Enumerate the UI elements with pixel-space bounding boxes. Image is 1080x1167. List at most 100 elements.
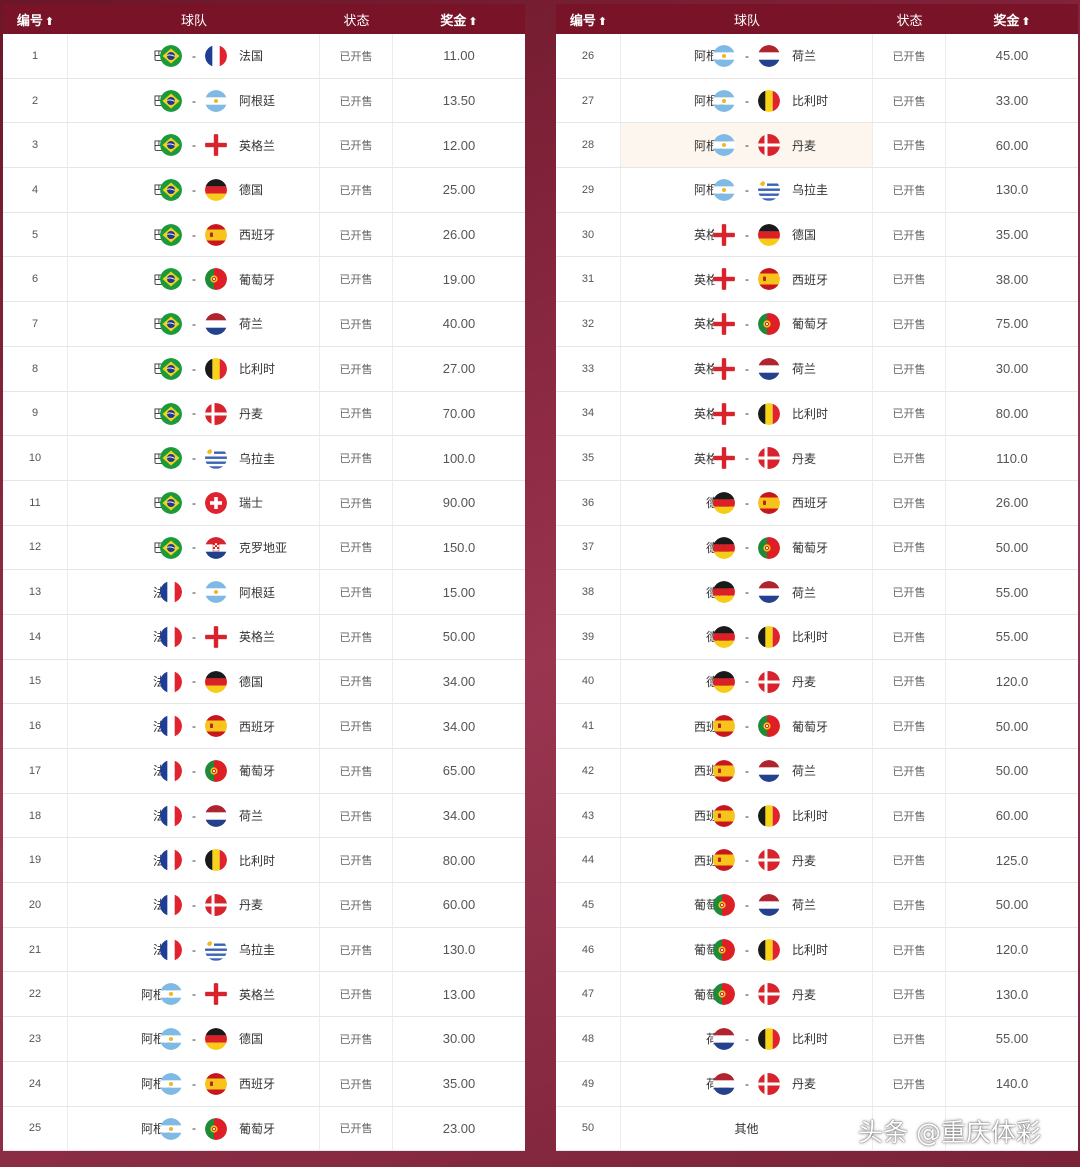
- table-row[interactable]: 47 葡萄牙 - 丹麦 已开售 130.0: [556, 972, 1078, 1018]
- versus-dash: -: [745, 138, 749, 153]
- table-row[interactable]: 33 英格兰 - 荷兰 已开售 30.00: [556, 346, 1078, 392]
- team-away: 葡萄牙: [792, 540, 829, 555]
- table-row[interactable]: 46 葡萄牙 - 比利时 已开售 120.0: [556, 927, 1078, 973]
- table-row[interactable]: 44 西班牙 - 丹麦 已开售 125.0: [556, 838, 1078, 884]
- table-row[interactable]: 30 英格兰 - 德国 已开售 35.00: [556, 212, 1078, 258]
- versus-dash: -: [192, 942, 196, 957]
- table-row[interactable]: 28 阿根廷 - 丹麦 已开售 60.00: [556, 123, 1078, 169]
- cell-status: 已开售: [873, 257, 946, 302]
- netherlands-flag-icon: [205, 313, 227, 336]
- sort-up-icon[interactable]: ⬆: [597, 15, 608, 28]
- cell-status: 已开售: [320, 436, 393, 480]
- argentina-flag-icon: [160, 1028, 182, 1051]
- versus-dash: -: [192, 495, 196, 510]
- team-away: 德国: [792, 228, 817, 243]
- column-header-prize[interactable]: 奖金 ⬆: [393, 10, 525, 29]
- sort-up-icon[interactable]: ⬆: [44, 15, 55, 28]
- versus-dash: -: [745, 987, 749, 1002]
- cell-prize: 19.00: [442, 271, 476, 287]
- table-row[interactable]: 43 西班牙 - 比利时 已开售 60.00: [556, 793, 1078, 839]
- table-row[interactable]: 34 英格兰 - 比利时 已开售 80.00: [556, 391, 1078, 437]
- table-row[interactable]: 35 英格兰 - 丹麦 已开售 110.0: [556, 436, 1078, 481]
- cell-status: 已开售: [873, 659, 946, 704]
- cell-status: 已开售: [873, 704, 946, 748]
- column-header-number[interactable]: 编号 ⬆: [3, 10, 68, 29]
- cell-prize: 125.0: [995, 852, 1029, 868]
- table-row[interactable]: 45 葡萄牙 - 荷兰 已开售 50.00: [556, 883, 1078, 928]
- sort-up-icon[interactable]: ⬆: [1021, 15, 1031, 28]
- table-row[interactable]: 27 阿根廷 - 比利时 已开售 33.00: [556, 78, 1078, 124]
- table-row[interactable]: 50 其他: [556, 1106, 1078, 1152]
- cell-team: 法国-比利时: [68, 838, 320, 883]
- cell-status: 已开售: [320, 480, 393, 525]
- table-row[interactable]: 29 阿根廷 - 乌拉圭 已开售 130.0: [556, 168, 1078, 213]
- cell-number: 16: [3, 704, 68, 748]
- germany-flag-icon: [713, 536, 735, 559]
- table-row[interactable]: 26 阿根廷 - 荷兰 已开售 45.00: [556, 34, 1078, 79]
- argentina-flag-icon: [160, 1072, 182, 1095]
- cell-status: [873, 1106, 946, 1151]
- versus-dash: -: [192, 138, 196, 153]
- france-flag-icon: [160, 670, 182, 693]
- table-row[interactable]: 23 阿根廷 - 德国 已开售 30.00: [3, 1017, 525, 1062]
- versus-dash: -: [745, 808, 749, 823]
- table-row[interactable]: 32 英格兰 - 葡萄牙 已开售 75.00: [556, 302, 1078, 347]
- cell-team: 西班牙 - 比利时: [621, 793, 873, 838]
- team-away: 克罗地亚: [239, 540, 288, 555]
- netherlands-flag-icon: [758, 357, 780, 380]
- table-row[interactable]: 31 英格兰 - 西班牙 已开售 38.00: [556, 257, 1078, 303]
- cell-number: 1: [3, 34, 68, 78]
- column-header-status: 状态: [896, 12, 923, 28]
- portugal-flag-icon: [758, 715, 780, 738]
- cell-status: 已开售: [873, 168, 946, 212]
- cell-number: 8: [3, 346, 68, 391]
- table-row[interactable]: 42 西班牙 - 荷兰 已开售 50.00: [556, 749, 1078, 794]
- column-header-number[interactable]: 编号 ⬆: [556, 10, 621, 29]
- cell-number: 48: [556, 1017, 621, 1061]
- argentina-flag-icon: [713, 89, 735, 112]
- team-away: 阿根廷: [239, 585, 276, 600]
- versus-dash: -: [192, 763, 196, 778]
- cell-team: 阿根廷 - 丹麦: [621, 123, 873, 168]
- versus-dash: -: [745, 719, 749, 734]
- netherlands-flag-icon: [758, 894, 780, 917]
- spain-flag-icon: [205, 1072, 227, 1095]
- cell-status: 已开售: [873, 391, 946, 436]
- table-row[interactable]: 41 西班牙 - 葡萄牙 已开售 50.00: [556, 704, 1078, 749]
- team-away: 西班牙: [239, 719, 276, 734]
- table-row[interactable]: 25 阿根廷 - 葡萄牙 已开售 23.00: [3, 1106, 525, 1152]
- column-header-prize[interactable]: 奖金 ⬆: [946, 10, 1078, 29]
- table-row[interactable]: 24 阿根廷 - 西班牙 已开售 35.00: [3, 1061, 525, 1107]
- cell-number: 43: [556, 793, 621, 838]
- sort-up-icon[interactable]: ⬆: [468, 15, 478, 28]
- table-row[interactable]: 22 阿根廷 - 英格兰 已开售 13.00: [3, 972, 525, 1018]
